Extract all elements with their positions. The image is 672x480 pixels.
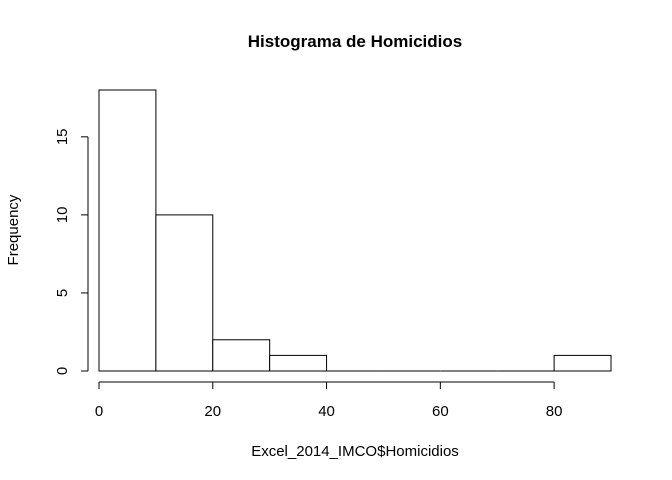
histogram-bar-10-20 — [155, 214, 214, 372]
x-tick-label-20: 20 — [204, 403, 221, 420]
x-axis: 0 20 40 60 80 — [95, 381, 563, 420]
histogram-bar-20-30 — [212, 339, 271, 372]
y-axis: 0 5 10 15 — [54, 128, 89, 375]
x-axis-label: Excel_2014_IMCO$Homicidios — [251, 443, 459, 460]
x-tick-label-40: 40 — [318, 403, 335, 420]
x-tick-label-60: 60 — [432, 403, 449, 420]
y-tick-label-15: 15 — [54, 128, 71, 145]
x-tick-label-80: 80 — [546, 403, 563, 420]
y-tick-label-0: 0 — [54, 367, 71, 375]
chart-title: Histograma de Homicidios — [248, 32, 462, 51]
bars-group — [98, 89, 612, 372]
x-tick-label-0: 0 — [95, 403, 103, 420]
histogram-bar-0-10 — [98, 89, 157, 372]
y-tick-label-5: 5 — [54, 289, 71, 297]
histogram-bar-30-40 — [269, 354, 328, 372]
y-tick-label-10: 10 — [54, 207, 71, 224]
histogram-bar-80-90 — [553, 354, 612, 372]
y-axis-label: Frequency — [5, 194, 22, 265]
